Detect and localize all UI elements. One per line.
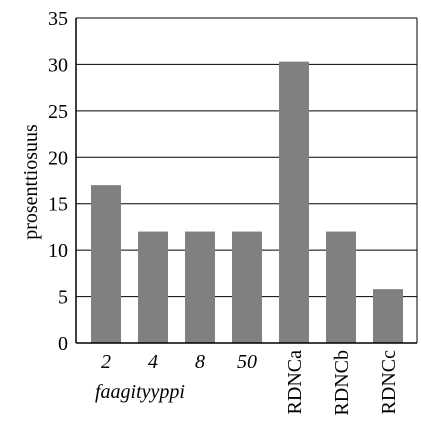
x-tick-label: RDNCb [331,350,353,416]
bar-50 [232,231,262,343]
x-tick-labels: 2 4 8 50 RDNCa RDNCb RDNCc [101,350,400,416]
x-tick-label: RDNCa [284,350,306,415]
bar-rdncb [326,231,356,343]
bars [91,61,403,344]
x-tick-label: 2 [101,351,111,373]
y-tick-label: 5 [58,287,68,309]
y-tick-label: 35 [48,8,68,30]
bar-rdncc [373,289,403,343]
y-tick-label: 0 [58,333,68,355]
gridlines [76,17,417,298]
x-tick-label: 4 [148,351,158,373]
y-tick-label: 30 [48,54,68,76]
axes [75,18,418,344]
bar-rdnca [279,61,309,344]
y-tick-labels: 0 5 10 15 20 25 30 35 [48,8,68,355]
y-axis-label: prosenttiosuus [20,124,42,240]
x-tick-label: 50 [237,351,257,373]
bar-8 [185,231,215,343]
y-tick-label: 25 [48,101,68,123]
x-axis-label: faagityyppi [95,381,185,403]
x-tick-label: RDNCc [378,350,400,415]
y-tick-label: 15 [48,194,68,216]
bar-2 [91,185,121,343]
y-tick-label: 20 [48,147,68,169]
x-tick-label: 8 [195,351,205,373]
y-tick-label: 10 [48,240,68,262]
bar-4 [138,231,168,343]
